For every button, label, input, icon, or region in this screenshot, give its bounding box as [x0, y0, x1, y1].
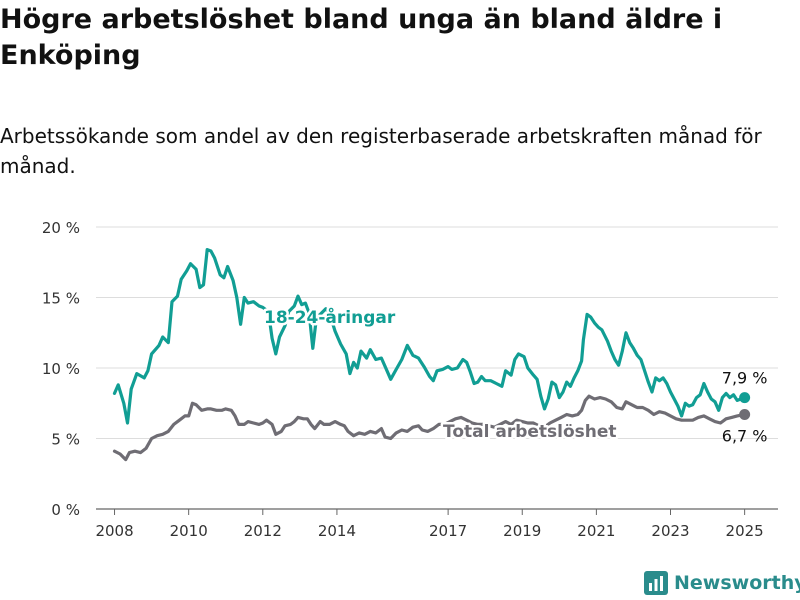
x-tick-label: 2021	[577, 522, 615, 540]
series-line-youth	[112, 248, 747, 425]
line-chart: 0 % 5 % 10 % 15 % 20 % 2008 2010 2012 2014 2017 20…	[42, 219, 778, 540]
x-tick-label: 2010	[170, 522, 208, 540]
y-tick-label: 15 %	[42, 290, 80, 308]
bar-chart-logo-icon	[644, 571, 668, 595]
x-tick-label: 2023	[651, 522, 689, 540]
series-labels: 7,9 % 6,7 % 18-24-åringar Total arbetslöshe…	[262, 304, 768, 446]
series-name-total: Total arbetslöshet	[443, 422, 617, 442]
gridlines	[96, 226, 778, 510]
newsworthy-logo: Newsworthy	[644, 568, 800, 598]
series-name-youth: 18-24-åringar	[264, 306, 396, 328]
x-tick-label: 2012	[244, 522, 282, 540]
end-value-label-total: 6,7 %	[722, 427, 768, 446]
y-tick-label: 10 %	[42, 360, 80, 378]
x-tick-label: 2008	[95, 522, 133, 540]
x-tick-label: 2017	[429, 522, 467, 540]
end-point-youth	[739, 392, 751, 404]
y-tick-label: 0 %	[51, 501, 80, 519]
series-line-total	[112, 394, 747, 462]
end-value-label-youth: 7,9 %	[722, 369, 768, 388]
brand-name: Newsworthy	[674, 572, 800, 594]
end-point-total	[739, 409, 751, 421]
y-tick-label: 5 %	[51, 431, 80, 449]
axes: 0 % 5 % 10 % 15 % 20 % 2008 2010 2012 2014 2017 20…	[42, 219, 764, 540]
x-tick-label: 2014	[318, 522, 356, 540]
chart-subtitle: Arbetssökande som andel av den registerb…	[0, 124, 762, 178]
x-tick-label: 2025	[726, 522, 764, 540]
chart-title: Högre arbetslöshet bland unga än bland ä…	[0, 4, 723, 71]
y-tick-label: 20 %	[42, 219, 80, 237]
x-tick-label: 2019	[503, 522, 541, 540]
series-lines	[112, 248, 751, 462]
